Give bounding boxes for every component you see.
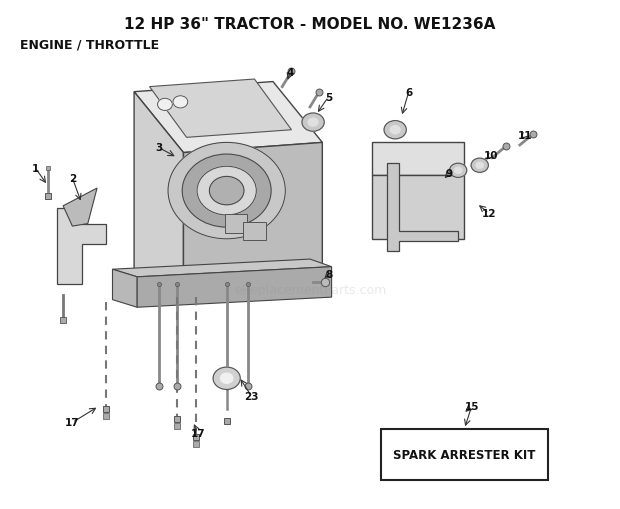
Text: 4: 4 [286, 68, 294, 78]
Circle shape [476, 163, 484, 169]
Text: 8: 8 [325, 270, 332, 280]
Text: 23: 23 [244, 391, 259, 401]
Polygon shape [63, 189, 97, 227]
Text: 12 HP 36" TRACTOR - MODEL NO. WE1236A: 12 HP 36" TRACTOR - MODEL NO. WE1236A [125, 17, 495, 32]
Text: ENGINE / THROTTLE: ENGINE / THROTTLE [20, 38, 159, 51]
Text: 17: 17 [190, 428, 205, 438]
Circle shape [471, 159, 489, 173]
Polygon shape [112, 270, 137, 307]
Circle shape [454, 168, 462, 174]
Text: eReplacementParts.com: eReplacementParts.com [234, 284, 386, 296]
Circle shape [213, 367, 241, 390]
Polygon shape [112, 260, 332, 277]
Polygon shape [387, 163, 458, 252]
Polygon shape [134, 82, 322, 153]
Circle shape [182, 155, 271, 228]
Polygon shape [184, 143, 322, 285]
Polygon shape [149, 80, 291, 138]
Polygon shape [372, 176, 464, 239]
Text: 10: 10 [484, 151, 498, 161]
Text: 17: 17 [65, 417, 80, 428]
Polygon shape [57, 209, 106, 285]
Circle shape [384, 121, 406, 139]
Circle shape [308, 119, 318, 127]
Text: 3: 3 [155, 143, 162, 153]
FancyBboxPatch shape [243, 222, 265, 241]
Circle shape [390, 126, 400, 134]
FancyBboxPatch shape [225, 215, 247, 233]
Text: 12: 12 [482, 209, 496, 219]
Circle shape [302, 114, 324, 132]
Text: 11: 11 [518, 130, 532, 140]
Text: 15: 15 [464, 402, 479, 411]
Polygon shape [134, 93, 184, 285]
FancyBboxPatch shape [381, 429, 547, 480]
Circle shape [157, 99, 172, 111]
Circle shape [197, 167, 256, 215]
Text: SPARK ARRESTER KIT: SPARK ARRESTER KIT [393, 448, 536, 461]
Text: 9: 9 [446, 168, 453, 179]
Circle shape [173, 97, 188, 109]
Circle shape [221, 374, 233, 384]
Circle shape [168, 143, 285, 239]
Text: 6: 6 [405, 88, 412, 98]
Circle shape [210, 177, 244, 206]
Text: 1: 1 [32, 163, 39, 174]
Polygon shape [372, 143, 464, 176]
Circle shape [450, 164, 467, 178]
Polygon shape [137, 267, 332, 307]
Text: 5: 5 [325, 93, 332, 102]
Text: 2: 2 [69, 174, 76, 184]
